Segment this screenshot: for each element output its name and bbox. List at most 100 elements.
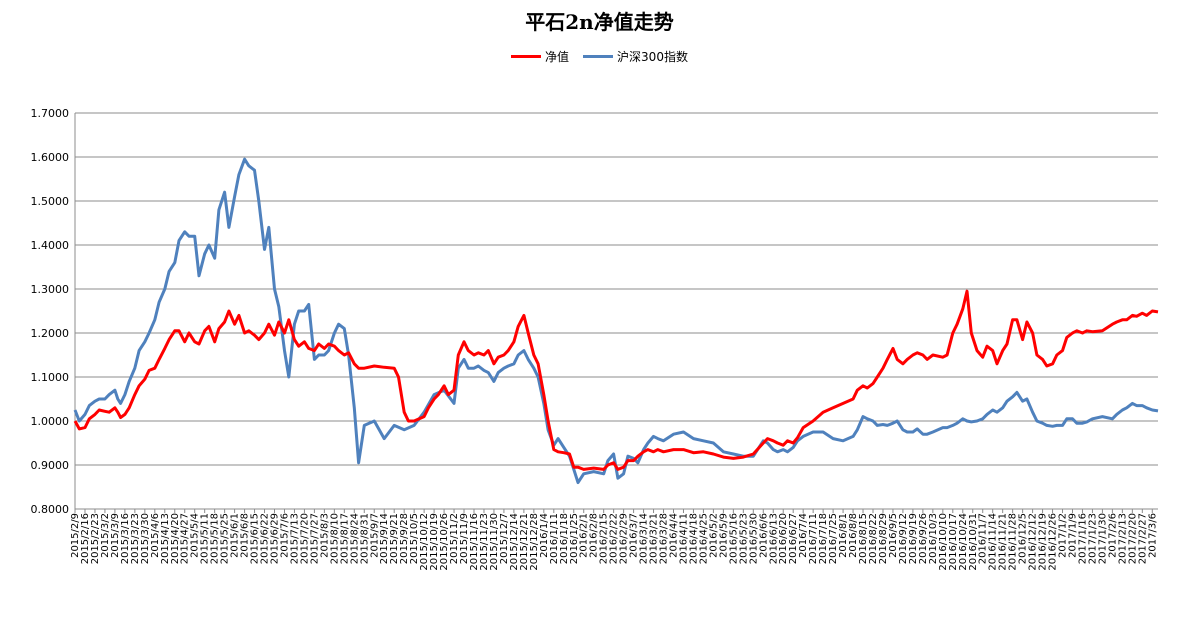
- y-tick-label: 1.1000: [31, 371, 70, 384]
- y-tick-label: 0.8000: [31, 503, 70, 516]
- y-tick-label: 1.6000: [31, 151, 70, 164]
- x-tick-label: 2016/9/26: [918, 513, 929, 564]
- x-tick-label: 2016/2/15: [599, 513, 610, 564]
- x-tick-label: 2016/1/4: [539, 513, 550, 558]
- x-tick-label: 2015/6/29: [270, 513, 281, 564]
- y-tick-label: 0.9000: [31, 459, 70, 472]
- x-tick-label: 2015/4/20: [170, 513, 181, 564]
- x-tick-label: 2017/1/23: [1087, 513, 1098, 564]
- x-tick-label: 2015/12/21: [519, 513, 530, 571]
- y-tick-label: 1.4000: [31, 239, 70, 252]
- x-tick-label: 2017/2/6: [1107, 513, 1118, 558]
- x-tick-label: 2016/8/15: [858, 513, 869, 564]
- x-tick-label: 2016/8/22: [868, 513, 879, 564]
- x-tick-label: 2015/3/9: [110, 513, 121, 558]
- x-tick-label: 2016/12/5: [1018, 513, 1029, 564]
- x-tick-label: 2015/4/6: [150, 513, 161, 558]
- x-tick-label: 2016/3/7: [629, 513, 640, 558]
- x-tick-label: 2015/10/19: [429, 513, 440, 571]
- x-tick-label: 2016/10/24: [958, 513, 969, 571]
- x-tick-label: 2016/2/29: [619, 513, 630, 564]
- x-tick-label: 2016/1/11: [549, 513, 560, 564]
- legend-label-index: 沪深300指数: [617, 50, 688, 64]
- x-tick-label: 2015/3/2: [100, 513, 111, 558]
- series-line-index: [73, 157, 1159, 485]
- x-tick-label: 2015/8/17: [339, 513, 350, 564]
- x-tick-label: 2017/1/30: [1097, 513, 1108, 564]
- y-tick-label: 1.2000: [31, 327, 70, 340]
- x-tick-label: 2015/4/13: [160, 513, 171, 564]
- gridlines: [75, 112, 1158, 466]
- y-tick-label: 1.7000: [31, 107, 70, 120]
- x-tick-label: 2015/3/16: [120, 513, 131, 564]
- x-tick-label: 2015/6/1: [230, 513, 241, 558]
- x-tick-label: 2016/11/7: [978, 513, 989, 564]
- x-tick-label: 2017/2/13: [1117, 513, 1128, 564]
- x-tick-label: 2016/12/26: [1048, 513, 1059, 571]
- x-tick-label: 2016/7/11: [808, 513, 819, 564]
- x-tick-label: 2016/10/17: [948, 513, 959, 571]
- x-tick-label: 2016/3/14: [639, 513, 650, 564]
- x-tick-label: 2015/6/8: [240, 513, 251, 558]
- x-tick-label: 2016/6/27: [788, 513, 799, 564]
- chart-title: 平石2n净值走势: [525, 10, 674, 34]
- x-tick-label: 2015/12/7: [499, 513, 510, 564]
- x-tick-label: 2016/2/22: [609, 513, 620, 564]
- x-tick-label: 2016/12/12: [1028, 513, 1039, 571]
- x-tick-label: 2015/10/5: [409, 513, 420, 564]
- x-tick-label: 2016/2/8: [589, 513, 600, 558]
- x-tick-label: 2015/5/11: [200, 513, 211, 564]
- x-tick-label: 2016/7/18: [818, 513, 829, 564]
- x-tick-label: 2016/8/8: [848, 513, 859, 558]
- x-tick-label: 2016/4/18: [688, 513, 699, 564]
- x-tick-label: 2016/4/25: [698, 513, 709, 564]
- y-tick-label: 1.5000: [31, 195, 70, 208]
- x-tick-label: 2016/12/19: [1038, 513, 1049, 571]
- series-line-nav: [73, 289, 1159, 471]
- x-tick-label: 2015/2/23: [90, 513, 101, 564]
- x-tick-label: 2017/1/16: [1077, 513, 1088, 564]
- legend-item-nav: 净值: [511, 48, 569, 65]
- x-tick-label: 2015/7/20: [299, 513, 310, 564]
- x-tick-label: 2016/10/31: [968, 513, 979, 571]
- x-tick-label: 2016/2/1: [579, 513, 590, 558]
- x-tick-label: 2015/4/27: [180, 513, 191, 564]
- x-tick-label: 2017/2/27: [1137, 513, 1148, 564]
- legend-swatch-index: [583, 55, 614, 58]
- x-tick-label: 2016/6/6: [758, 513, 769, 558]
- legend-swatch-nav: [511, 55, 542, 58]
- x-tick-label: 2015/11/16: [469, 513, 480, 571]
- x-tick-label: 2015/8/24: [349, 513, 360, 564]
- x-tick-label: 2015/2/16: [80, 513, 91, 564]
- x-tick-label: 2015/8/3: [319, 513, 330, 558]
- x-tick-label: 2015/5/18: [210, 513, 221, 564]
- x-tick-label: 2016/5/2: [708, 513, 719, 558]
- x-tick-label: 2016/11/28: [1008, 513, 1019, 571]
- y-tick-label: 1.0000: [31, 415, 70, 428]
- x-tick-label: 2015/8/10: [329, 513, 340, 564]
- x-tick-label: 2015/3/23: [130, 513, 141, 564]
- x-tick-label: 2016/8/29: [878, 513, 889, 564]
- legend: 净值 沪深300指数: [0, 48, 1199, 65]
- x-tick-label: 2016/9/19: [908, 513, 919, 564]
- x-tick-label: 2016/5/30: [748, 513, 759, 564]
- x-tick-label: 2015/5/25: [220, 513, 231, 564]
- x-tick-label: 2016/6/13: [768, 513, 779, 564]
- x-tick-label: 2015/12/14: [509, 513, 520, 571]
- x-tick-label: 2016/4/4: [669, 513, 680, 558]
- y-tick-label: 1.3000: [31, 283, 70, 296]
- x-tick-label: 2016/4/11: [678, 513, 689, 564]
- x-tick-label: 2015/10/26: [439, 513, 450, 571]
- x-tick-label: 2015/10/12: [419, 513, 430, 571]
- x-tick-label: 2015/9/7: [369, 513, 380, 558]
- x-tick-label: 2015/11/23: [479, 513, 490, 571]
- x-tick-label: 2016/10/3: [928, 513, 939, 564]
- x-tick-label: 2016/9/12: [898, 513, 909, 564]
- x-tick-label: 2015/8/31: [359, 513, 370, 564]
- x-tick-label: 2017/3/6: [1147, 513, 1158, 558]
- x-tick-label: 2016/3/28: [659, 513, 670, 564]
- x-tick-label: 2015/11/9: [459, 513, 470, 564]
- x-tick-label: 2015/2/9: [70, 513, 81, 558]
- x-tick-label: 2016/9/5: [888, 513, 899, 558]
